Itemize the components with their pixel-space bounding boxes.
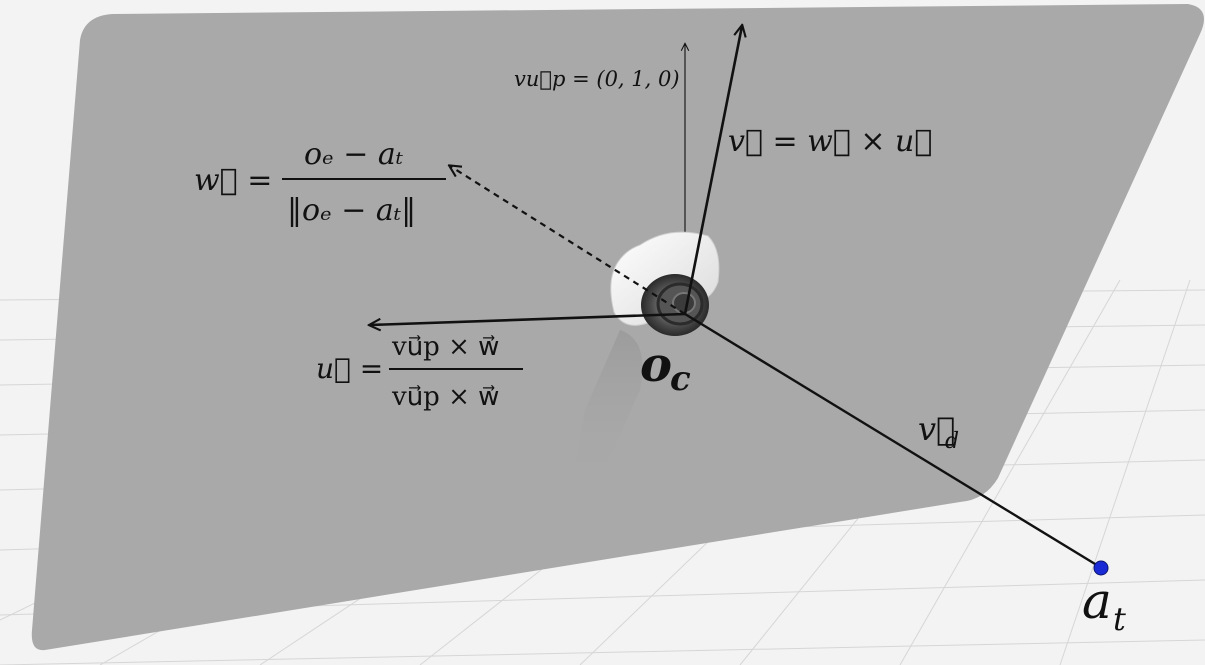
camera-icon bbox=[610, 231, 720, 336]
u-denominator-label: vu⃗p × w⃗ bbox=[391, 382, 499, 412]
vd-line bbox=[684, 312, 1101, 569]
vd-label: v⃗ d bbox=[918, 410, 959, 454]
u-equation: u⃗ = vu⃗p × w⃗ vu⃗p × w⃗ bbox=[316, 332, 523, 412]
oc-label: o c bbox=[640, 337, 691, 399]
v-equation-label: v⃗ = w⃗ × u⃗ bbox=[728, 124, 932, 159]
w-equation: w⃗ = oₑ − aₜ ‖oₑ − aₜ‖ bbox=[194, 137, 446, 228]
v-arrow bbox=[683, 26, 742, 315]
camera-shadow bbox=[572, 330, 643, 490]
u-arrow bbox=[370, 312, 686, 325]
oc-subscript: c bbox=[670, 359, 691, 399]
w-arrow bbox=[450, 166, 686, 315]
vd-base: v⃗ bbox=[918, 410, 955, 448]
vd-subscript: d bbox=[945, 429, 959, 454]
w-denominator-label: ‖oₑ − aₜ‖ bbox=[287, 193, 416, 228]
vup-label: vu⃗p = (0, 1, 0) bbox=[514, 67, 680, 91]
oc-base: o bbox=[640, 337, 672, 393]
u-numerator-label: vu⃗p × w⃗ bbox=[391, 332, 499, 362]
w-numerator-label: oₑ − aₜ bbox=[304, 137, 404, 172]
at-label: a t bbox=[1082, 572, 1126, 638]
at-base: a bbox=[1082, 572, 1112, 630]
u-lhs-label: u⃗ = bbox=[316, 352, 383, 385]
at-subscript: t bbox=[1113, 600, 1126, 638]
target-point-icon bbox=[1093, 560, 1109, 576]
image-plane bbox=[31, 4, 1205, 651]
w-lhs-label: w⃗ = bbox=[194, 163, 272, 198]
